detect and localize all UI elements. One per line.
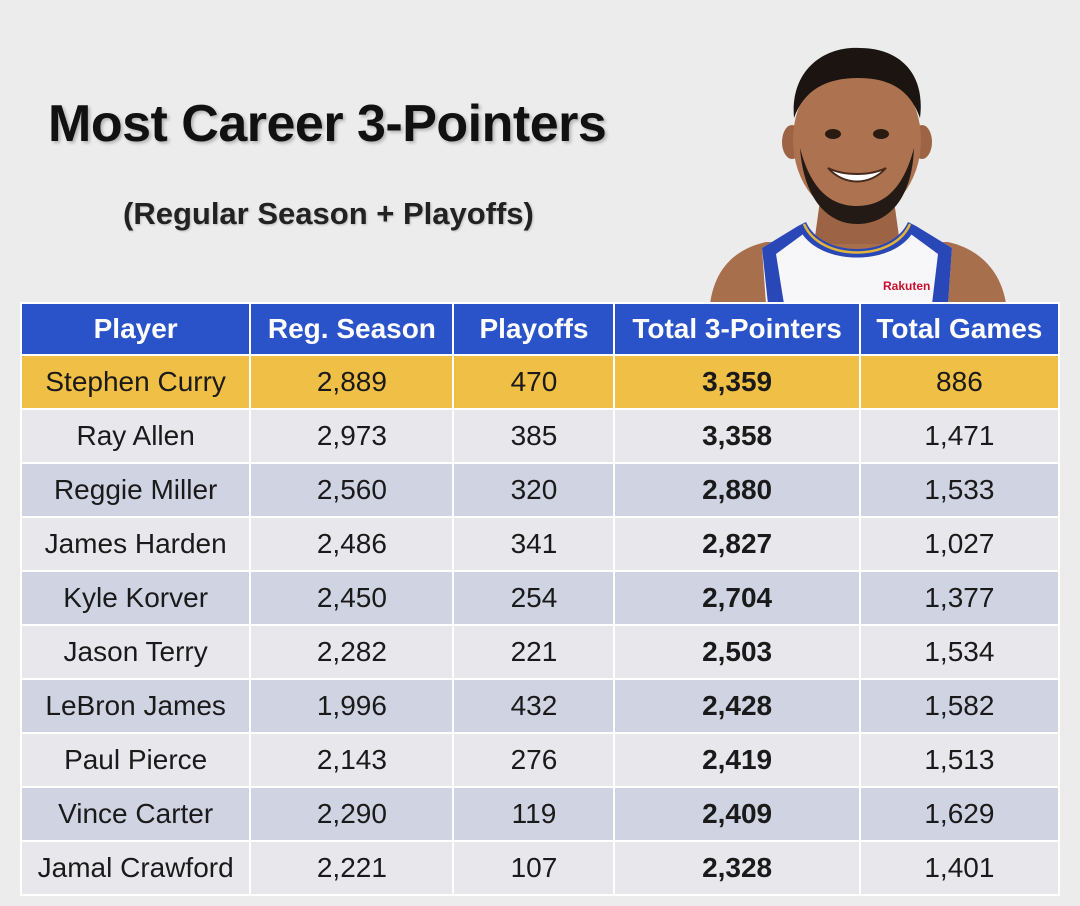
total-3pt-cell: 2,409 — [615, 788, 859, 840]
total-games-cell: 1,027 — [860, 518, 1058, 570]
playoffs-cell: 432 — [454, 680, 614, 732]
total-games-cell: 1,401 — [860, 842, 1058, 894]
column-header: Reg. Season — [251, 304, 453, 354]
player-cell: Vince Carter — [22, 788, 250, 840]
total-3pt-cell: 2,704 — [615, 572, 859, 624]
player-cell: Kyle Korver — [22, 572, 250, 624]
playoffs-cell: 107 — [454, 842, 614, 894]
jersey — [762, 226, 952, 304]
total-3pt-cell: 2,880 — [615, 464, 859, 516]
total-games-cell: 1,534 — [860, 626, 1058, 678]
playoffs-cell: 385 — [454, 410, 614, 462]
playoffs-cell: 221 — [454, 626, 614, 678]
player-cell: Ray Allen — [22, 410, 250, 462]
reg-season-cell: 2,143 — [251, 734, 453, 786]
table-row: Stephen Curry 2,889 470 3,359 886 — [22, 356, 1058, 408]
column-header: Total 3-Pointers — [615, 304, 859, 354]
column-header: Player — [22, 304, 250, 354]
jersey-trim-left — [762, 226, 806, 304]
table-row: Ray Allen 2,973 385 3,358 1,471 — [22, 410, 1058, 462]
reg-season-cell: 2,560 — [251, 464, 453, 516]
reg-season-cell: 1,996 — [251, 680, 453, 732]
player-cell: Jason Terry — [22, 626, 250, 678]
total-3pt-cell: 2,428 — [615, 680, 859, 732]
player-cell: Paul Pierce — [22, 734, 250, 786]
column-header: Playoffs — [454, 304, 614, 354]
player-cell: Stephen Curry — [22, 356, 250, 408]
face — [793, 62, 921, 218]
table-header-row: Player Reg. Season Playoffs Total 3-Poin… — [22, 304, 1058, 354]
playoffs-cell: 470 — [454, 356, 614, 408]
table-row: Reggie Miller 2,560 320 2,880 1,533 — [22, 464, 1058, 516]
jersey-collar — [798, 222, 916, 258]
right-eye — [873, 129, 889, 139]
table-row: Jamal Crawford 2,221 107 2,328 1,401 — [22, 842, 1058, 894]
jersey-collar-accent — [802, 223, 912, 254]
total-3pt-cell: 2,419 — [615, 734, 859, 786]
player-cell: Jamal Crawford — [22, 842, 250, 894]
chart-title: Most Career 3-Pointers — [48, 95, 607, 153]
playoffs-cell: 254 — [454, 572, 614, 624]
table-row: Vince Carter 2,290 119 2,409 1,629 — [22, 788, 1058, 840]
three-pointers-table: Player Reg. Season Playoffs Total 3-Poin… — [20, 302, 1060, 896]
player-cell: LeBron James — [22, 680, 250, 732]
hair — [793, 47, 921, 118]
playoffs-cell: 119 — [454, 788, 614, 840]
total-3pt-cell: 2,827 — [615, 518, 859, 570]
reg-season-cell: 2,973 — [251, 410, 453, 462]
reg-season-cell: 2,221 — [251, 842, 453, 894]
column-header: Total Games — [860, 304, 1058, 354]
table-row: James Harden 2,486 341 2,827 1,027 — [22, 518, 1058, 570]
total-3pt-cell: 3,358 — [615, 410, 859, 462]
reg-season-cell: 2,889 — [251, 356, 453, 408]
reg-season-cell: 2,290 — [251, 788, 453, 840]
total-games-cell: 886 — [860, 356, 1058, 408]
playoffs-cell: 320 — [454, 464, 614, 516]
table-row: Jason Terry 2,282 221 2,503 1,534 — [22, 626, 1058, 678]
playoffs-cell: 276 — [454, 734, 614, 786]
reg-season-cell: 2,282 — [251, 626, 453, 678]
table-row: Kyle Korver 2,450 254 2,704 1,377 — [22, 572, 1058, 624]
total-games-cell: 1,377 — [860, 572, 1058, 624]
total-3pt-cell: 3,359 — [615, 356, 859, 408]
total-games-cell: 1,471 — [860, 410, 1058, 462]
left-eye — [825, 129, 841, 139]
table-row: LeBron James 1,996 432 2,428 1,582 — [22, 680, 1058, 732]
player-cell: Reggie Miller — [22, 464, 250, 516]
jersey-trim-right — [908, 226, 952, 304]
table-row: Paul Pierce 2,143 276 2,419 1,513 — [22, 734, 1058, 786]
playoffs-cell: 341 — [454, 518, 614, 570]
beard — [800, 148, 914, 224]
reg-season-cell: 2,486 — [251, 518, 453, 570]
player-photo: Rakuten — [710, 47, 1006, 304]
total-3pt-cell: 2,503 — [615, 626, 859, 678]
smile — [827, 167, 887, 183]
player-cell: James Harden — [22, 518, 250, 570]
total-games-cell: 1,629 — [860, 788, 1058, 840]
total-games-cell: 1,582 — [860, 680, 1058, 732]
jersey-logo-text: Rakuten — [883, 279, 930, 293]
total-games-cell: 1,513 — [860, 734, 1058, 786]
chart-subtitle: (Regular Season + Playoffs) — [123, 196, 534, 231]
total-games-cell: 1,533 — [860, 464, 1058, 516]
reg-season-cell: 2,450 — [251, 572, 453, 624]
total-3pt-cell: 2,328 — [615, 842, 859, 894]
